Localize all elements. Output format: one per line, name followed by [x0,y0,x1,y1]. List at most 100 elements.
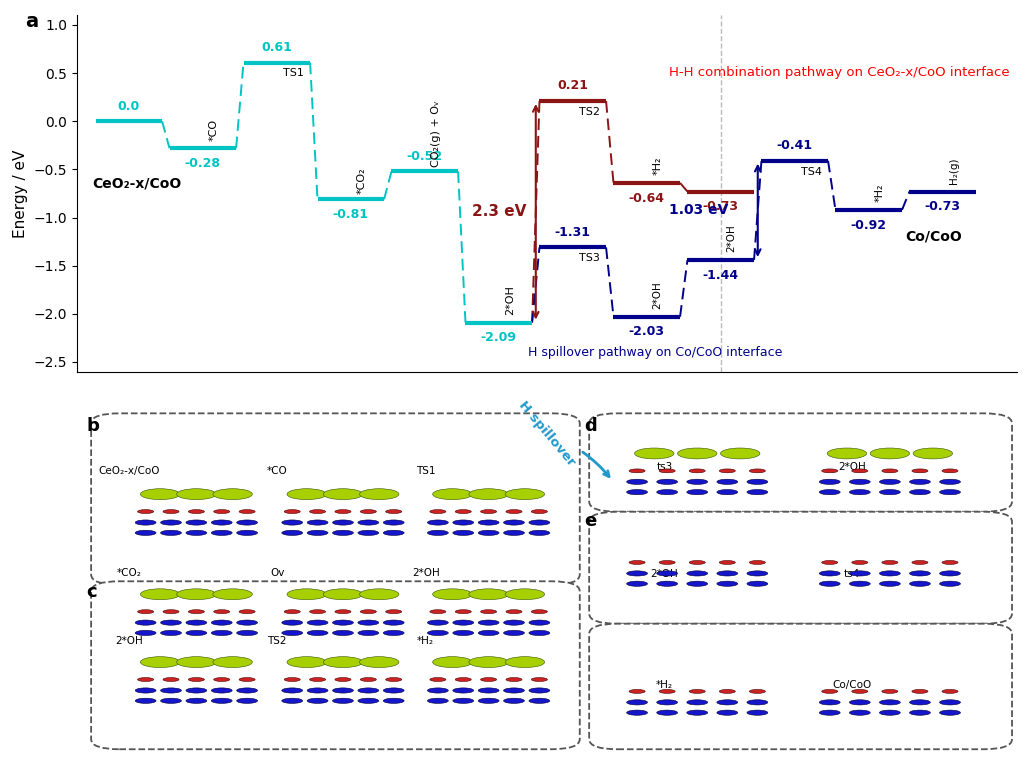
Ellipse shape [910,710,930,715]
Text: 2*OH: 2*OH [504,285,515,315]
Text: TS2: TS2 [267,636,287,646]
Ellipse shape [481,677,497,681]
Ellipse shape [849,710,870,715]
Ellipse shape [430,510,446,514]
Ellipse shape [750,690,765,694]
Ellipse shape [747,571,768,576]
Ellipse shape [879,700,901,705]
Ellipse shape [212,698,232,703]
Ellipse shape [453,688,473,693]
Ellipse shape [281,688,303,693]
Ellipse shape [186,688,206,693]
Ellipse shape [432,589,472,600]
Text: 2.3 eV: 2.3 eV [471,204,526,220]
Ellipse shape [455,677,471,681]
Ellipse shape [160,698,182,703]
Ellipse shape [160,530,182,535]
Ellipse shape [481,510,497,514]
Ellipse shape [136,631,156,636]
Ellipse shape [383,620,405,625]
Text: ts4: ts4 [844,569,861,579]
Ellipse shape [469,589,508,600]
Ellipse shape [186,631,206,636]
Ellipse shape [386,610,402,614]
Ellipse shape [287,488,327,500]
Text: Co/CoO: Co/CoO [833,680,872,690]
Ellipse shape [912,561,928,564]
Ellipse shape [747,489,768,495]
Text: 2*OH: 2*OH [838,462,866,472]
Ellipse shape [360,510,376,514]
Ellipse shape [910,581,930,586]
Ellipse shape [506,677,522,681]
Ellipse shape [333,688,353,693]
Ellipse shape [284,610,300,614]
Ellipse shape [656,571,678,576]
Ellipse shape [383,688,405,693]
Text: 2*OH: 2*OH [650,569,678,579]
Text: e: e [584,511,597,530]
Ellipse shape [427,520,449,525]
Ellipse shape [626,479,647,485]
Text: *CO: *CO [208,118,219,141]
Ellipse shape [750,561,765,564]
Ellipse shape [430,677,446,681]
Ellipse shape [455,610,471,614]
Text: 2*OH: 2*OH [412,568,440,578]
Ellipse shape [383,520,405,525]
Ellipse shape [940,710,960,715]
Ellipse shape [335,510,351,514]
Ellipse shape [333,530,353,535]
Ellipse shape [689,469,706,473]
Ellipse shape [141,589,180,600]
Text: ts3: ts3 [656,462,673,472]
Ellipse shape [427,631,449,636]
Ellipse shape [453,698,473,703]
Ellipse shape [820,479,840,485]
Ellipse shape [912,469,928,473]
Text: -2.09: -2.09 [481,331,517,344]
Ellipse shape [506,510,522,514]
Ellipse shape [503,698,525,703]
Ellipse shape [849,700,870,705]
Ellipse shape [689,690,706,694]
Ellipse shape [912,690,928,694]
Ellipse shape [687,700,708,705]
Ellipse shape [822,469,838,473]
Ellipse shape [160,620,182,625]
Ellipse shape [307,620,328,625]
Ellipse shape [717,489,737,495]
Ellipse shape [213,488,253,500]
Text: 2*OH: 2*OH [727,224,736,252]
FancyBboxPatch shape [91,581,580,750]
Ellipse shape [531,610,547,614]
Ellipse shape [188,610,204,614]
Ellipse shape [529,631,549,636]
Ellipse shape [186,698,206,703]
Ellipse shape [212,688,232,693]
Ellipse shape [531,677,547,681]
Ellipse shape [659,561,675,564]
Ellipse shape [430,610,446,614]
Ellipse shape [910,700,930,705]
Ellipse shape [506,610,522,614]
Ellipse shape [940,581,960,586]
Ellipse shape [177,488,216,500]
Ellipse shape [626,710,647,715]
Ellipse shape [656,489,678,495]
Ellipse shape [386,510,402,514]
Text: -0.28: -0.28 [185,157,221,170]
Ellipse shape [529,688,549,693]
Ellipse shape [849,581,870,586]
Ellipse shape [335,677,351,681]
Ellipse shape [360,610,376,614]
Ellipse shape [910,479,930,485]
Ellipse shape [717,710,737,715]
Ellipse shape [503,688,525,693]
Ellipse shape [335,610,351,614]
Ellipse shape [136,688,156,693]
Ellipse shape [820,700,840,705]
Text: CO₂(g) + Oᵥ: CO₂(g) + Oᵥ [430,100,441,167]
Ellipse shape [239,510,255,514]
Ellipse shape [383,530,405,535]
